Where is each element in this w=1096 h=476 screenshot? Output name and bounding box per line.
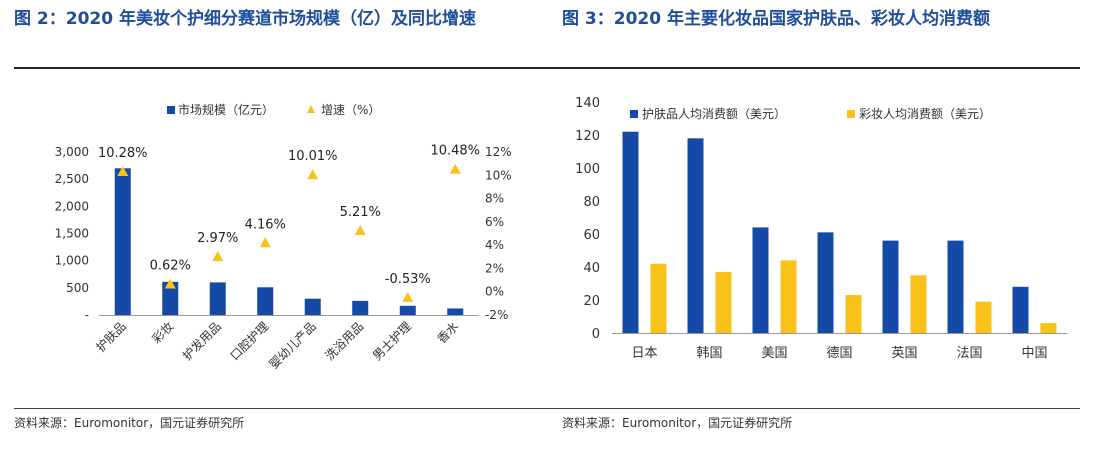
x-category-label: 护发用品 (179, 319, 224, 364)
growth-marker (402, 291, 414, 302)
x-category-label: 护肤品 (93, 319, 129, 355)
bar-skincare (947, 240, 964, 333)
x-category-label: 香水 (434, 319, 461, 346)
x-category-label: 中国 (1021, 346, 1047, 361)
source-rule (14, 408, 1080, 409)
y-right-tick-label: 6% (485, 215, 504, 229)
growth-marker (164, 278, 176, 289)
x-category-label: 法国 (956, 346, 982, 361)
bar-skincare (817, 232, 834, 333)
x-category-label: 彩妆 (149, 319, 176, 346)
x-category-label: 洗浴用品 (323, 319, 367, 363)
legend-swatch-bar (167, 106, 175, 114)
legend-label-makeup: 彩妆人均消费额（美元） (859, 107, 991, 121)
y-tick-label: 40 (583, 261, 600, 276)
per-capita-spend-chart: 护肤品人均消费额（美元） 彩妆人均消费额（美元） 0 20 40 60 80 100 120 14… (575, 96, 1067, 361)
y-right-tick-label: 0% (485, 285, 504, 299)
y-tick-label: 100 (575, 162, 600, 177)
x-category-label: 男士护理 (370, 319, 414, 363)
bar-market-size (352, 300, 369, 315)
x-category-label: 婴幼儿产品 (267, 319, 319, 371)
growth-data-label: 5.21% (340, 205, 381, 220)
figure-3-title: 图 3：2020 年主要化妆品国家护肤品、彩妆人均消费额 (562, 9, 990, 29)
bar-market-size (399, 305, 416, 315)
x-category-label: 美国 (761, 346, 787, 361)
segment-market-size-chart: 市场规模（亿元） 增速（%） - 500 1,000 1,500 2,000 2,500 3,0… (55, 102, 512, 372)
y-tick-label: 120 (575, 129, 600, 144)
growth-marker (307, 169, 319, 180)
x-category-label: 英国 (891, 346, 917, 361)
growth-marker (354, 225, 366, 236)
growth-marker (259, 237, 271, 248)
y-left-tick-label: 2,000 (55, 199, 89, 213)
y-right-tick-label: 10% (485, 168, 512, 182)
bar-market-size (209, 282, 226, 315)
growth-data-label: -0.53% (385, 272, 431, 287)
y-tick-label: 140 (575, 96, 600, 111)
bar-makeup (715, 271, 732, 333)
y-tick-label: 20 (583, 294, 600, 309)
y-right-tick-label: 2% (485, 261, 504, 275)
growth-data-label: 0.62% (150, 258, 191, 273)
y-tick-label: 0 (592, 327, 600, 342)
y-left-tick-label: 1,500 (55, 227, 89, 241)
x-category-label: 德国 (826, 346, 852, 361)
legend-swatch-makeup (847, 110, 855, 118)
x-category-label: 日本 (631, 346, 657, 361)
bar-makeup (1040, 323, 1057, 333)
growth-marker (212, 251, 224, 262)
growth-marker (117, 166, 129, 177)
bar-skincare (1012, 286, 1029, 333)
y-left-tick-label: 3,000 (55, 145, 89, 159)
growth-data-label: 4.16% (245, 217, 286, 232)
bar-market-size (447, 308, 464, 315)
title-rule (14, 67, 1080, 69)
legend-label-bar: 市场规模（亿元） (178, 102, 274, 117)
bar-skincare (622, 131, 639, 333)
growth-data-label: 10.01% (288, 149, 338, 164)
bar-market-size (304, 298, 321, 315)
bar-skincare (752, 227, 769, 333)
bar-makeup (650, 263, 667, 333)
bar-makeup (910, 275, 927, 333)
growth-data-label: 10.28% (98, 146, 148, 161)
bar-makeup (780, 260, 797, 333)
legend: 护肤品人均消费额（美元） 彩妆人均消费额（美元） (630, 106, 991, 121)
growth-data-label: 10.48% (430, 144, 480, 159)
figure-2-source: 资料来源：Euromonitor，国元证券研究所 (14, 416, 245, 430)
bar-skincare (687, 138, 704, 333)
y-right-tick-label: 4% (485, 238, 504, 252)
legend-label-skincare: 护肤品人均消费额（美元） (642, 106, 786, 121)
bar-makeup (975, 301, 992, 333)
legend-swatch-marker (307, 105, 315, 113)
y-left-tick-label: 500 (66, 281, 89, 295)
growth-data-label: 2.97% (197, 231, 238, 246)
bar-skincare (882, 240, 899, 333)
bar-market-size (257, 287, 274, 315)
x-category-label: 韩国 (696, 346, 722, 361)
y-tick-label: 60 (583, 228, 600, 243)
legend: 市场规模（亿元） 增速（%） (167, 102, 380, 117)
y-right-tick-label: 12% (485, 145, 512, 159)
figure-3-source: 资料来源：Euromonitor，国元证券研究所 (562, 416, 793, 430)
x-category-label: 口腔护理 (227, 319, 272, 364)
bar-makeup (845, 295, 862, 333)
y-left-tick-label: - (85, 308, 89, 322)
y-right-tick-label: -2% (485, 308, 508, 322)
growth-marker (449, 163, 461, 174)
y-left-tick-label: 2,500 (55, 172, 89, 186)
bar-market-size (162, 281, 179, 315)
legend-swatch-skincare (630, 110, 638, 118)
y-right-tick-label: 8% (485, 192, 504, 206)
bar-market-size (114, 168, 131, 315)
figure-2-title: 图 2：2020 年美妆个护细分赛道市场规模（亿）及同比增速 (14, 9, 476, 29)
legend-label-marker: 增速（%） (321, 103, 380, 117)
y-left-tick-label: 1,000 (55, 254, 89, 268)
y-tick-label: 80 (583, 195, 600, 210)
